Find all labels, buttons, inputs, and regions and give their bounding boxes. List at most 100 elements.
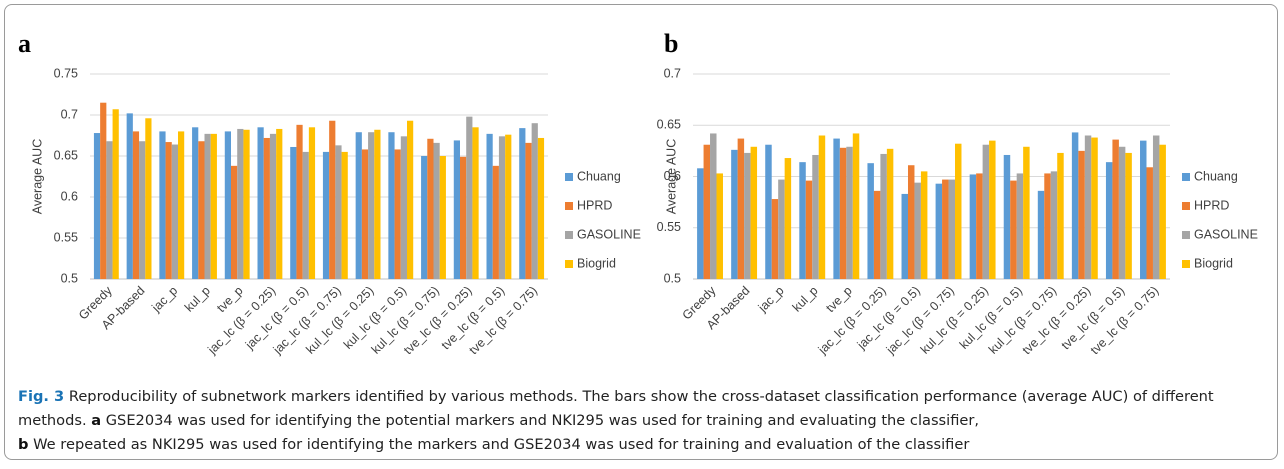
bar xyxy=(805,180,813,279)
y-tick-label: 0.5 xyxy=(664,271,681,285)
bar xyxy=(1044,173,1051,279)
bar xyxy=(165,142,172,279)
bar xyxy=(1078,150,1085,279)
legend-label: Biogrid xyxy=(1194,256,1233,270)
bar xyxy=(308,127,316,279)
caption-part-text: We repeated as NKI295 was used for ident… xyxy=(33,436,970,453)
panel-label: a xyxy=(18,29,31,58)
bar xyxy=(1125,152,1132,279)
bar xyxy=(472,127,479,279)
bar xyxy=(873,190,881,279)
bar xyxy=(368,132,375,279)
bar xyxy=(492,165,499,279)
bar xyxy=(361,149,369,279)
bar xyxy=(453,140,460,279)
caption-part-label: a xyxy=(91,412,102,429)
bar xyxy=(1159,144,1166,279)
bar xyxy=(1084,135,1092,279)
bar xyxy=(744,152,751,279)
bar xyxy=(276,128,283,279)
bar xyxy=(537,137,545,279)
bar xyxy=(1152,135,1160,279)
bar xyxy=(230,165,238,279)
x-tick-label: tve_p xyxy=(823,284,855,316)
bar xyxy=(374,129,381,279)
bar xyxy=(1050,171,1058,279)
legend-label: GASOLINE xyxy=(577,227,641,241)
y-tick-label: 0.55 xyxy=(54,230,78,244)
bar xyxy=(697,168,704,279)
y-axis-title: Average AUC xyxy=(664,139,678,215)
bar xyxy=(466,116,473,279)
bar xyxy=(750,146,758,279)
legend-swatch xyxy=(565,231,573,239)
bar xyxy=(237,128,244,279)
bar xyxy=(886,148,894,279)
bar xyxy=(210,133,217,279)
bar xyxy=(145,118,152,279)
bar xyxy=(1118,146,1126,279)
bar xyxy=(1146,167,1153,279)
bar xyxy=(322,151,330,279)
legend-swatch xyxy=(565,173,573,181)
bar xyxy=(159,131,166,279)
bar xyxy=(1140,140,1147,279)
bar xyxy=(1003,154,1011,279)
legend-swatch xyxy=(1182,202,1190,210)
bar xyxy=(907,165,915,279)
bar xyxy=(867,163,874,279)
x-tick-label: kul_p xyxy=(182,284,213,315)
bar xyxy=(839,147,847,279)
bar xyxy=(459,156,467,279)
bar xyxy=(498,136,506,279)
legend-swatch xyxy=(1182,173,1190,181)
bar xyxy=(198,141,205,279)
legend-label: Chuang xyxy=(1194,169,1238,183)
bar xyxy=(1016,173,1024,279)
bar xyxy=(525,142,532,279)
x-tick-label: jac_p xyxy=(148,284,180,316)
bar xyxy=(1112,139,1119,279)
legend-label: Biogrid xyxy=(577,256,616,270)
bar xyxy=(935,183,943,279)
legend-label: HPRD xyxy=(577,198,612,212)
legend-swatch xyxy=(565,202,573,210)
bar xyxy=(531,123,538,279)
caption-text: Reproducibility of subnetwork markers id… xyxy=(18,388,1214,429)
bar xyxy=(1010,180,1017,279)
bar xyxy=(969,174,977,279)
bar xyxy=(914,182,921,279)
legend-label: HPRD xyxy=(1194,198,1229,212)
y-tick-label: 0.7 xyxy=(61,107,78,121)
bar xyxy=(703,144,711,279)
bar xyxy=(1105,162,1113,279)
legend-swatch xyxy=(1182,231,1190,239)
figure-frame xyxy=(4,4,1278,460)
bar xyxy=(901,193,908,279)
y-axis-title: Average AUC xyxy=(30,139,44,215)
bar xyxy=(778,179,785,279)
bar xyxy=(716,173,723,279)
bar xyxy=(1023,146,1030,279)
bar xyxy=(171,144,179,279)
bar xyxy=(799,162,806,279)
bar xyxy=(427,138,434,279)
bar xyxy=(100,102,107,279)
bar xyxy=(880,153,887,279)
y-tick-label: 0.75 xyxy=(54,66,78,80)
panel-label: b xyxy=(664,29,678,58)
bar xyxy=(1057,152,1064,279)
caption-part-label: b xyxy=(18,436,29,453)
bar xyxy=(771,199,779,279)
y-tick-label: 0.6 xyxy=(61,189,78,203)
bar xyxy=(955,143,962,279)
legend-label: Chuang xyxy=(577,169,621,183)
y-tick-label: 0.7 xyxy=(664,66,681,80)
bar xyxy=(982,144,990,279)
bar xyxy=(93,133,101,279)
y-tick-label: 0.65 xyxy=(657,118,681,132)
bar xyxy=(846,146,853,279)
bar xyxy=(976,173,983,279)
